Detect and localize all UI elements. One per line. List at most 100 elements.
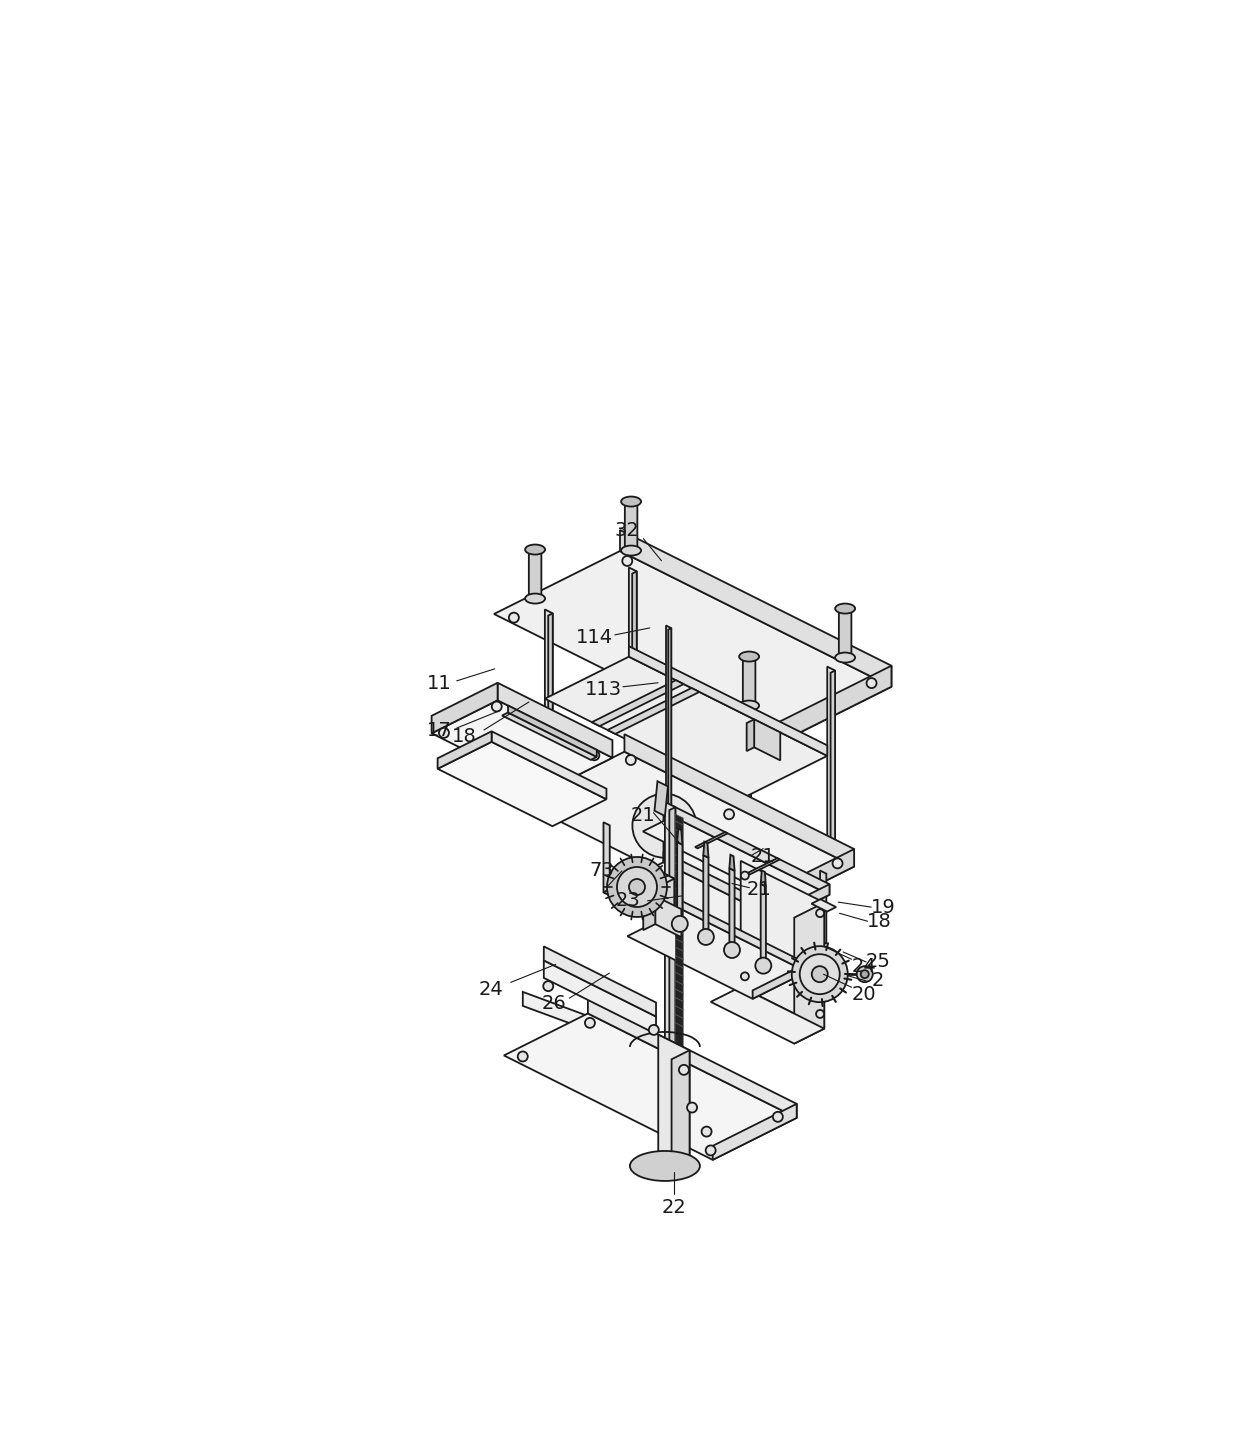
Circle shape [626, 755, 636, 765]
Circle shape [816, 909, 825, 917]
Polygon shape [631, 862, 675, 885]
Polygon shape [760, 901, 766, 974]
Circle shape [816, 1010, 825, 1018]
Polygon shape [663, 792, 670, 865]
Polygon shape [665, 802, 676, 1052]
Polygon shape [703, 842, 708, 858]
Circle shape [812, 967, 828, 982]
Circle shape [791, 947, 848, 1002]
Polygon shape [729, 868, 734, 948]
Ellipse shape [739, 652, 759, 662]
Text: 21: 21 [746, 881, 771, 899]
Polygon shape [658, 1035, 689, 1170]
Polygon shape [655, 897, 681, 937]
Circle shape [755, 958, 771, 974]
Polygon shape [625, 734, 854, 867]
Polygon shape [743, 709, 751, 888]
Polygon shape [629, 646, 827, 756]
Polygon shape [438, 731, 491, 769]
Polygon shape [746, 719, 754, 751]
Polygon shape [760, 884, 766, 964]
Circle shape [629, 879, 645, 895]
Polygon shape [670, 807, 676, 1055]
Circle shape [697, 834, 727, 864]
Polygon shape [795, 902, 825, 1044]
Polygon shape [655, 781, 668, 817]
Polygon shape [760, 930, 820, 971]
Circle shape [753, 735, 763, 745]
Polygon shape [629, 568, 636, 746]
Circle shape [740, 871, 749, 879]
Polygon shape [632, 572, 636, 749]
Text: 18: 18 [867, 912, 892, 931]
Text: 20: 20 [851, 985, 875, 1004]
Text: 26: 26 [542, 994, 567, 1012]
Polygon shape [703, 855, 708, 935]
Ellipse shape [525, 593, 546, 603]
Polygon shape [588, 1000, 796, 1118]
Circle shape [861, 970, 869, 978]
Circle shape [439, 728, 449, 738]
Polygon shape [548, 613, 553, 791]
Polygon shape [631, 862, 644, 911]
Text: 24: 24 [851, 957, 875, 975]
Text: 22: 22 [661, 1198, 686, 1217]
Circle shape [589, 751, 599, 761]
Polygon shape [746, 712, 751, 889]
Polygon shape [644, 862, 675, 921]
Circle shape [543, 981, 553, 991]
Text: 21: 21 [750, 847, 775, 867]
Polygon shape [503, 1014, 796, 1160]
Ellipse shape [835, 652, 856, 662]
Polygon shape [677, 828, 682, 845]
Polygon shape [438, 742, 606, 827]
Polygon shape [748, 858, 780, 874]
Text: 114: 114 [577, 628, 614, 648]
Polygon shape [627, 909, 807, 998]
Polygon shape [820, 871, 826, 944]
Circle shape [606, 857, 667, 917]
Polygon shape [666, 625, 671, 807]
Polygon shape [544, 961, 656, 1034]
Ellipse shape [739, 701, 759, 711]
Polygon shape [827, 666, 835, 845]
Polygon shape [508, 705, 596, 756]
Polygon shape [663, 852, 820, 941]
Polygon shape [800, 884, 830, 909]
Polygon shape [620, 531, 892, 686]
Polygon shape [677, 842, 682, 922]
Circle shape [800, 954, 839, 994]
Circle shape [618, 867, 657, 907]
Circle shape [698, 930, 714, 945]
Polygon shape [625, 499, 637, 553]
Polygon shape [765, 666, 892, 749]
Circle shape [508, 612, 518, 622]
Text: 32: 32 [614, 522, 639, 541]
Circle shape [832, 858, 842, 868]
Polygon shape [642, 817, 830, 909]
Polygon shape [740, 861, 825, 1028]
Polygon shape [811, 899, 836, 911]
Circle shape [492, 702, 502, 712]
Circle shape [773, 1113, 782, 1121]
Ellipse shape [630, 1151, 699, 1181]
Polygon shape [591, 681, 683, 726]
Text: 11: 11 [428, 675, 453, 694]
Circle shape [585, 1018, 595, 1028]
Circle shape [537, 799, 547, 809]
Ellipse shape [621, 546, 641, 555]
Ellipse shape [621, 496, 641, 506]
Text: 23: 23 [615, 891, 640, 911]
Polygon shape [494, 551, 892, 749]
Circle shape [724, 809, 734, 819]
Polygon shape [608, 688, 699, 734]
Polygon shape [432, 682, 497, 734]
Polygon shape [522, 752, 854, 918]
Text: 19: 19 [870, 898, 895, 917]
Polygon shape [696, 832, 728, 848]
Text: 17: 17 [427, 722, 451, 741]
Circle shape [672, 915, 688, 932]
Polygon shape [502, 712, 596, 759]
Polygon shape [711, 987, 825, 1044]
Text: 21: 21 [631, 807, 656, 825]
